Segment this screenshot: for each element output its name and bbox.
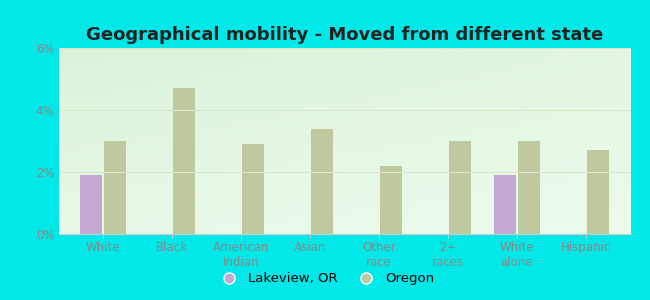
Title: Geographical mobility - Moved from different state: Geographical mobility - Moved from diffe… [86,26,603,44]
Bar [587,150,609,234]
Bar [174,88,196,234]
Bar [242,144,265,234]
Legend: Lakeview, OR, Oregon: Lakeview, OR, Oregon [211,267,439,290]
Bar [449,141,471,234]
Bar [518,141,540,234]
Bar [380,166,402,234]
Bar [311,129,333,234]
Bar [493,175,515,234]
Bar [80,175,102,234]
Bar [105,141,127,234]
